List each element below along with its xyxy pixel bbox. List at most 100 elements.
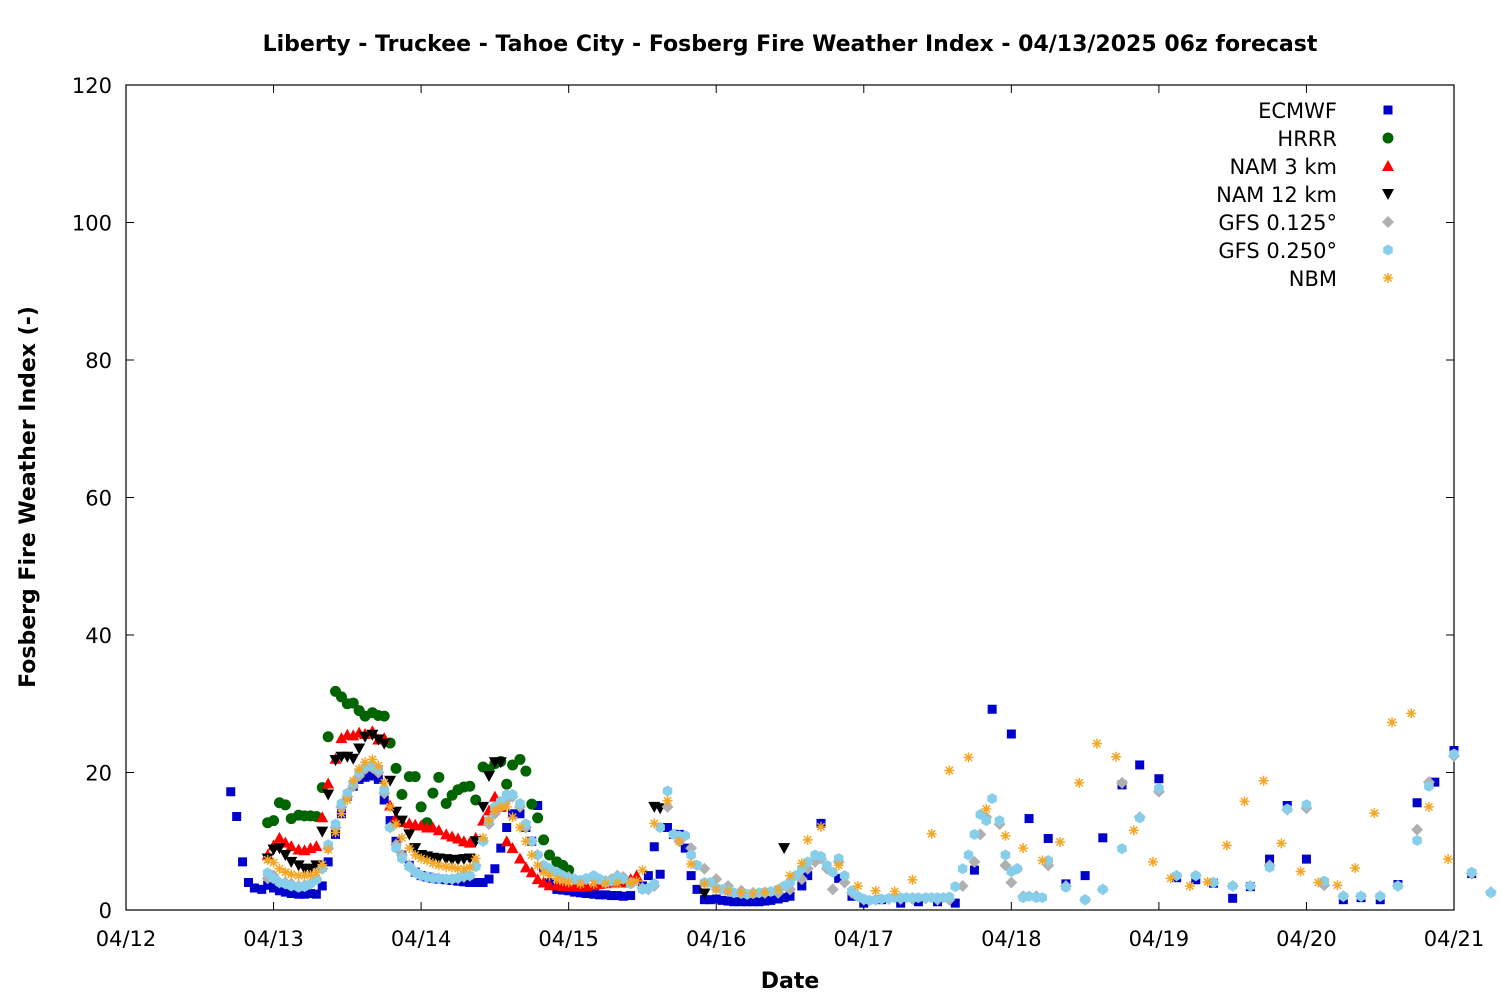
legend: ECMWF HRRR NAM 3 km NAM 12 km GFS 0.125° GFS … <box>1216 99 1394 291</box>
point-hrrr <box>415 801 427 813</box>
point-nbm <box>532 860 543 871</box>
point-ecmwf <box>618 891 628 901</box>
point-ecmwf <box>300 889 310 899</box>
point-gfs-0-250 <box>1424 780 1434 792</box>
point-nbm <box>441 861 452 872</box>
axis-ticks: 04/12 04/13 04/14 04/15 04/16 04/17 04/18 04/19… <box>72 74 1484 951</box>
point-ecmwf <box>360 772 370 782</box>
x-tick-label: 04/15 <box>538 927 599 951</box>
legend-label-nbm: NBM <box>1289 267 1337 291</box>
point-ecmwf <box>496 843 506 853</box>
x-tick-label: 04/14 <box>391 927 452 951</box>
point-ecmwf <box>1412 798 1422 808</box>
point-nbm <box>262 854 273 865</box>
point-nbm <box>470 853 481 864</box>
point-ecmwf <box>748 897 758 907</box>
point-nbm <box>1128 825 1139 836</box>
point-nbm <box>526 850 537 860</box>
point-nbm <box>447 862 458 873</box>
point-ecmwf <box>779 893 789 903</box>
point-nbm <box>348 775 359 786</box>
point-gfs-0-250 <box>950 881 961 893</box>
point-nbm <box>391 819 402 830</box>
point-gfs-0-250 <box>662 785 673 797</box>
point-ecmwf <box>760 896 770 906</box>
point-nbm <box>1184 880 1195 891</box>
point-hrrr <box>532 812 544 824</box>
point-nbm <box>889 886 900 897</box>
point-nbm <box>544 870 555 881</box>
point-ecmwf <box>269 883 279 893</box>
point-hrrr <box>526 798 538 810</box>
point-hrrr <box>322 731 334 743</box>
point-gfs-0-250 <box>1393 880 1403 892</box>
point-hrrr <box>464 780 476 792</box>
point-gfs-0-250 <box>1117 843 1127 855</box>
point-gfs-0-250 <box>1319 875 1329 887</box>
point-gfs-0-250 <box>692 859 702 871</box>
legend-label-nam-3-km: NAM 3 km <box>1229 155 1337 179</box>
point-gfs-0-250 <box>729 887 739 899</box>
point-nbm <box>1091 738 1102 749</box>
point-nbm <box>501 801 512 812</box>
point-gfs-0-250 <box>342 787 353 799</box>
point-ecmwf <box>950 898 960 908</box>
point-ecmwf <box>570 887 580 897</box>
point-ecmwf <box>711 894 721 904</box>
point-nbm <box>926 828 937 839</box>
point-ecmwf <box>803 871 813 881</box>
point-nbm <box>551 874 562 885</box>
point-hrrr <box>433 771 445 783</box>
point-nam-3-km <box>463 836 476 848</box>
point-ecmwf <box>643 871 653 881</box>
point-gfs-0-250 <box>822 859 832 871</box>
point-gfs-0-250 <box>1356 890 1366 902</box>
legend-label-gfs-0-250: GFS 0.250° <box>1218 239 1337 263</box>
point-nam-3-km <box>273 831 286 843</box>
point-gfs-0-250 <box>1037 892 1048 904</box>
point-ecmwf <box>692 884 702 894</box>
point-nbm <box>317 859 328 870</box>
point-nbm <box>507 812 518 823</box>
point-gfs-0-250 <box>397 852 407 864</box>
x-tick-label: 04/17 <box>834 927 895 951</box>
x-tick-label: 04/20 <box>1276 927 1337 951</box>
point-ecmwf <box>606 891 616 901</box>
point-gfs-0-250 <box>1486 887 1496 899</box>
point-ecmwf <box>471 878 481 887</box>
point-ecmwf <box>699 895 709 905</box>
point-nam-12-km <box>482 770 495 782</box>
point-gfs-0-250 <box>1412 835 1422 847</box>
point-gfs-0-250 <box>876 893 887 905</box>
point-hrrr <box>279 799 291 811</box>
legend-marker-gfs-0-125 <box>1382 216 1394 228</box>
point-ecmwf <box>785 891 795 901</box>
y-tick-label: 100 <box>72 212 112 236</box>
x-tick-label: 04/21 <box>1424 927 1485 951</box>
point-nam-12-km <box>378 738 391 750</box>
x-tick-label: 04/16 <box>686 927 747 951</box>
point-nbm <box>870 885 881 896</box>
x-tick-label: 04/13 <box>243 927 304 951</box>
point-ecmwf <box>1228 893 1238 903</box>
point-ecmwf <box>385 816 395 826</box>
legend-label-gfs-0-125: GFS 0.125° <box>1218 211 1337 235</box>
point-nbm <box>433 860 444 871</box>
x-axis-label: Date <box>761 969 820 994</box>
point-gfs-0-250 <box>1024 890 1034 902</box>
point-nbm <box>1313 877 1324 888</box>
point-ecmwf <box>533 801 543 810</box>
point-nbm <box>785 870 795 881</box>
point-nam-12-km <box>292 860 305 872</box>
point-ecmwf <box>1080 871 1090 881</box>
point-ecmwf <box>280 887 290 897</box>
point-nam-3-km <box>432 824 445 836</box>
point-gfs-0-250 <box>981 815 992 827</box>
point-ecmwf <box>465 878 475 887</box>
point-gfs-0-250 <box>1098 883 1108 895</box>
point-gfs-0-125 <box>1411 823 1424 836</box>
legend-marker-hrrr <box>1382 132 1394 144</box>
point-nbm <box>631 876 642 887</box>
point-ecmwf <box>379 795 389 805</box>
